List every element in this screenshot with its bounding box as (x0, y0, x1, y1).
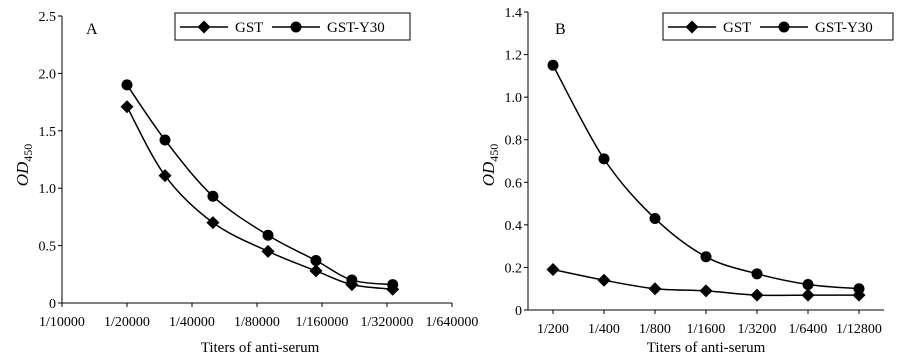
chart-panel-b: 00.20.40.60.81.01.21.4 1/200 1/400 1/800 1/… (479, 6, 894, 356)
chart-b-series-gst-y30-point (751, 268, 763, 280)
chart-b-legend-item-gst: GST (668, 20, 751, 36)
chart-a-y-tick-label: 0 (49, 297, 56, 312)
chart-a-y-tick-label: 1.5 (39, 125, 57, 140)
chart-a-legend-swatch-marker (197, 20, 211, 34)
chart-b-legend-swatch-marker (685, 20, 699, 34)
chart-b-legend-item-gst-y30: GST-Y30 (760, 20, 873, 36)
chart-b-y-tick-label: 0 (515, 304, 522, 319)
chart-a-y-ticks: 0 0.5 1.0 1.5 2.0 2.5 (39, 10, 62, 312)
chart-a-y-tick-label: 2.0 (39, 67, 57, 82)
chart-a-y-axis-title-subscript: 450 (21, 144, 35, 162)
chart-b-x-tick-label: 1/3200 (738, 322, 777, 337)
chart-a-x-tick-label: 1/320000 (361, 315, 414, 330)
chart-b-y-ticks: 0 0.2 0.4 0.6 0.8 1.0 1.2 1.4 (505, 6, 528, 319)
chart-a-legend: GST GST-Y30 (174, 12, 411, 41)
chart-b-series-gst-y30-point (700, 251, 712, 263)
chart-a-x-tick-label: 1/640000 (426, 315, 479, 330)
chart-a-legend-item-gst-y30: GST-Y30 (272, 20, 385, 36)
chart-a-x-tick-label: 1/160000 (296, 315, 349, 330)
chart-b-series-gst-point (801, 288, 815, 302)
chart-b-series-gst (546, 263, 866, 302)
chart-b-legend-label: GST (723, 20, 751, 36)
chart-a-legend-label: GST-Y30 (327, 20, 385, 36)
chart-b-series-gst-point (648, 282, 662, 296)
chart-b-x-tick-label: 1/200 (537, 322, 569, 337)
chart-a-series-gst-point (261, 244, 275, 258)
chart-a-y-tick-label: 2.5 (39, 10, 57, 25)
chart-b-series-gst-y30 (547, 59, 865, 295)
chart-a-series-gst-point (309, 264, 323, 278)
chart-a-series-gst-y30-point (262, 229, 274, 241)
chart-a-x-tick-label: 1/80000 (234, 315, 280, 330)
chart-a-series-gst-y30-point (159, 134, 171, 146)
chart-a-series-gst-point (206, 216, 220, 230)
chart-b-series-gst-y30-point (649, 212, 661, 224)
chart-b-x-tick-label: 1/6400 (789, 322, 828, 337)
chart-a-panel-label: A (86, 21, 98, 38)
chart-a-series-gst-y30-point (387, 279, 399, 291)
chart-b-x-ticks: 1/200 1/400 1/800 1/1600 1/3200 1/6400 1/12800 (537, 310, 882, 337)
chart-a-series-gst (120, 100, 400, 296)
chart-b-y-tick-label: 1.2 (505, 49, 523, 64)
chart-b-y-tick-label: 0.8 (505, 134, 523, 149)
chart-b-series-gst-y30-point (547, 59, 559, 71)
chart-a-legend-item-gst: GST (180, 20, 263, 36)
chart-a-series-gst-line (126, 106, 393, 290)
chart-a-x-axis-title: Titers of anti-serum (201, 340, 320, 356)
chart-b-legend-label: GST-Y30 (815, 20, 873, 36)
chart-b-x-tick-label: 1/1600 (687, 322, 726, 337)
chart-a-x-tick-label: 1/10000 (39, 315, 85, 330)
chart-a-y-tick-label: 1.0 (39, 182, 57, 197)
chart-b-series-gst-point (750, 288, 764, 302)
chart-a-series-gst-y30-line (126, 84, 393, 286)
chart-b-y-tick-label: 0.6 (505, 176, 523, 191)
chart-b-series-gst-y30-point (853, 283, 865, 295)
chart-b-axes (527, 12, 884, 311)
chart-a-series-gst-point (158, 169, 172, 183)
chart-panel-a: 00.51.01.52.02.5 1/10000 1/20000 1/40000 1/… (13, 10, 478, 356)
chart-b-series-gst-point (699, 284, 713, 298)
chart-b-y-tick-label: 1.0 (505, 91, 523, 106)
chart-a-series-gst-y30-point (121, 79, 133, 91)
chart-a-series (120, 79, 400, 296)
chart-b-y-axis-title-main: OD (479, 161, 498, 186)
chart-b-legend-swatch-marker (778, 21, 790, 33)
chart-b-y-tick-label: 0.2 (505, 261, 523, 276)
chart-a-series-gst-y30-point (346, 274, 358, 286)
chart-a-series-gst-y30-point (207, 190, 219, 202)
chart-b-y-tick-label: 0.4 (505, 219, 523, 234)
chart-b-series-gst-y30-point (598, 153, 610, 165)
chart-b-series (546, 59, 866, 302)
chart-a-legend-label: GST (235, 20, 263, 36)
chart-b-legend: GST GST-Y30 (662, 12, 894, 41)
chart-b-y-axis-title: OD450 (479, 144, 501, 187)
chart-b-y-tick-label: 1.4 (505, 6, 523, 21)
chart-b-series-gst-point (597, 273, 611, 287)
chart-a-legend-swatch-marker (290, 21, 302, 33)
chart-a-series-gst-y30 (121, 79, 399, 291)
chart-a-legend-items: GST GST-Y30 (180, 20, 385, 36)
chart-a-x-tick-label: 1/20000 (104, 315, 150, 330)
chart-b-y-axis-title-subscript: 450 (487, 144, 501, 162)
chart-b-x-tick-label: 1/400 (588, 322, 620, 337)
chart-b-panel-label: B (555, 21, 566, 38)
chart-a-y-axis-title-main: OD (13, 161, 32, 186)
chart-a-series-gst-point (120, 100, 134, 114)
chart-b-series-gst-y30-point (802, 278, 814, 290)
chart-a-x-tick-label: 1/40000 (169, 315, 215, 330)
chart-a-y-tick-label: 0.5 (39, 240, 57, 255)
chart-b-series-gst-point (546, 263, 560, 277)
chart-b-x-axis-title: Titers of anti-serum (647, 340, 766, 356)
chart-a-series-gst-y30-point (310, 255, 322, 267)
chart-b-x-tick-label: 1/12800 (836, 322, 882, 337)
chart-a-x-ticks: 1/10000 1/20000 1/40000 1/80000 1/160000 1/32… (39, 303, 478, 330)
chart-a-axes (61, 16, 452, 304)
chart-b-x-tick-label: 1/800 (639, 322, 671, 337)
chart-a-y-axis-title: OD450 (13, 144, 35, 187)
chart-b-legend-items: GST GST-Y30 (668, 20, 873, 36)
